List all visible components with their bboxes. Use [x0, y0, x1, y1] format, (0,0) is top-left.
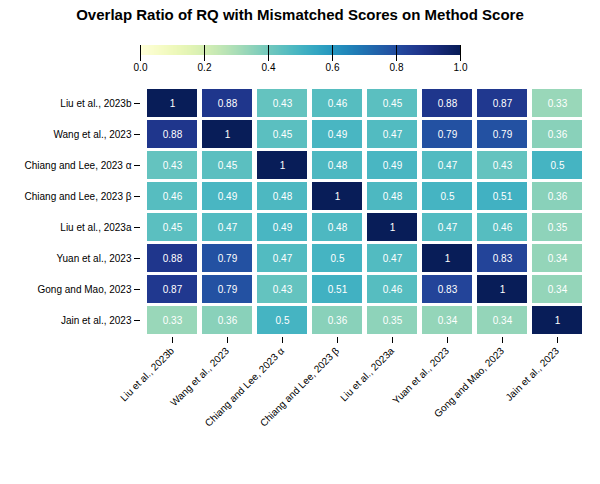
svg-text:0.36: 0.36 [548, 191, 568, 202]
svg-text:0.48: 0.48 [328, 222, 348, 233]
svg-text:0.5: 0.5 [276, 315, 290, 326]
svg-text:0.36: 0.36 [218, 315, 238, 326]
svg-text:0.33: 0.33 [163, 315, 183, 326]
svg-text:0.88: 0.88 [163, 253, 183, 264]
svg-text:0.79: 0.79 [438, 129, 458, 140]
svg-text:Chiang and Lee, 2023 β: Chiang and Lee, 2023 β [258, 345, 342, 429]
svg-text:1.0: 1.0 [454, 62, 468, 73]
svg-text:0.87: 0.87 [163, 284, 183, 295]
svg-text:0.49: 0.49 [218, 191, 238, 202]
svg-text:0.6: 0.6 [326, 62, 340, 73]
svg-text:0.79: 0.79 [218, 284, 238, 295]
svg-text:0.83: 0.83 [493, 253, 513, 264]
svg-text:0.47: 0.47 [273, 253, 293, 264]
svg-text:0.34: 0.34 [493, 315, 513, 326]
svg-text:0.51: 0.51 [493, 191, 513, 202]
svg-text:0.48: 0.48 [383, 191, 403, 202]
svg-text:Gong and Mao, 2023: Gong and Mao, 2023 [432, 345, 507, 420]
svg-text:0.46: 0.46 [383, 284, 403, 295]
svg-text:Chiang and Lee, 2023 β: Chiang and Lee, 2023 β [25, 191, 132, 202]
svg-text:0.8: 0.8 [390, 62, 404, 73]
svg-text:Jain et al., 2023: Jain et al., 2023 [61, 315, 132, 326]
svg-text:0.88: 0.88 [218, 98, 238, 109]
html-text:Overlap Ratio of RQ with Misma: Overlap Ratio of RQ with Mismatched Scor… [76, 6, 524, 23]
svg-text:0.34: 0.34 [548, 253, 568, 264]
svg-text:Yuan et al., 2023: Yuan et al., 2023 [56, 253, 132, 264]
svg-text:0.48: 0.48 [328, 160, 348, 171]
svg-text:0.47: 0.47 [438, 222, 458, 233]
svg-text:0.88: 0.88 [438, 98, 458, 109]
svg-text:0.43: 0.43 [273, 284, 293, 295]
svg-text:0.46: 0.46 [493, 222, 513, 233]
svg-text:0.43: 0.43 [163, 160, 183, 171]
svg-text:Liu et al., 2023b: Liu et al., 2023b [60, 98, 132, 109]
svg-text:0.48: 0.48 [273, 191, 293, 202]
svg-text:0.45: 0.45 [218, 160, 238, 171]
svg-text:1: 1 [445, 253, 451, 264]
svg-text:0.2: 0.2 [198, 62, 212, 73]
svg-text:0.36: 0.36 [548, 129, 568, 140]
svg-text:1: 1 [280, 160, 286, 171]
svg-text:0.34: 0.34 [548, 284, 568, 295]
svg-text:0.47: 0.47 [383, 129, 403, 140]
svg-text:0.35: 0.35 [383, 315, 403, 326]
svg-text:0.43: 0.43 [273, 98, 293, 109]
svg-text:0.5: 0.5 [441, 191, 455, 202]
svg-text:0.34: 0.34 [438, 315, 458, 326]
svg-text:Wang et al., 2023: Wang et al., 2023 [168, 345, 231, 408]
svg-text:0.49: 0.49 [273, 222, 293, 233]
svg-text:0.87: 0.87 [493, 98, 513, 109]
svg-text:0.49: 0.49 [328, 129, 348, 140]
svg-text:0.47: 0.47 [218, 222, 238, 233]
svg-text:0.83: 0.83 [438, 284, 458, 295]
svg-text:0.43: 0.43 [493, 160, 513, 171]
svg-text:Liu et al., 2023a: Liu et al., 2023a [338, 345, 396, 403]
svg-text:0.47: 0.47 [383, 253, 403, 264]
svg-text:0.45: 0.45 [383, 98, 403, 109]
svg-text:0.5: 0.5 [551, 160, 565, 171]
svg-text:0.88: 0.88 [163, 129, 183, 140]
svg-text:0.35: 0.35 [548, 222, 568, 233]
svg-text:0.46: 0.46 [328, 98, 348, 109]
svg-text:0.5: 0.5 [331, 253, 345, 264]
svg-text:0.33: 0.33 [548, 98, 568, 109]
svg-text:Chiang and Lee, 2023 α: Chiang and Lee, 2023 α [202, 345, 287, 429]
svg-text:0.51: 0.51 [328, 284, 348, 295]
svg-text:0.36: 0.36 [328, 315, 348, 326]
svg-text:Wang et al., 2023: Wang et al., 2023 [53, 129, 131, 140]
svg-text:Chiang and Lee, 2023 α: Chiang and Lee, 2023 α [25, 160, 132, 171]
svg-text:1: 1 [555, 315, 561, 326]
svg-text:0.4: 0.4 [262, 62, 276, 73]
svg-text:Yuan et al., 2023: Yuan et al., 2023 [390, 345, 451, 406]
svg-text:0.45: 0.45 [273, 129, 293, 140]
svg-text:Liu et al., 2023a: Liu et al., 2023a [60, 222, 132, 233]
svg-text:0.46: 0.46 [163, 191, 183, 202]
svg-text:Gong and Mao, 2023: Gong and Mao, 2023 [38, 284, 132, 295]
svg-text:1: 1 [390, 222, 396, 233]
svg-text:Liu et al., 2023b: Liu et al., 2023b [118, 345, 176, 403]
svg-text:0.45: 0.45 [163, 222, 183, 233]
svg-text:1: 1 [170, 98, 176, 109]
svg-text:1: 1 [335, 191, 341, 202]
svg-text:0.0: 0.0 [134, 62, 148, 73]
svg-text:0.79: 0.79 [218, 253, 238, 264]
svg-text:Jain et al., 2023: Jain et al., 2023 [503, 345, 561, 403]
svg-text:0.47: 0.47 [438, 160, 458, 171]
svg-text:0.79: 0.79 [493, 129, 513, 140]
svg-text:1: 1 [225, 129, 231, 140]
svg-text:1: 1 [500, 284, 506, 295]
svg-text:0.49: 0.49 [383, 160, 403, 171]
